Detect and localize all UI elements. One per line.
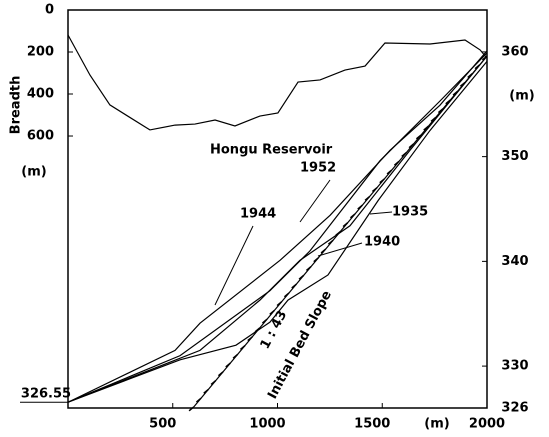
series-line <box>67 50 488 403</box>
annotation: Initial Bed Slope <box>265 288 335 402</box>
hatch <box>364 195 371 201</box>
hatch <box>445 99 451 105</box>
hatch <box>313 257 319 263</box>
hatch <box>408 143 415 149</box>
y-tick-label: 400 <box>27 87 54 102</box>
annotation: 1 : 43 <box>258 308 291 352</box>
y2-axis-unit: (m) <box>509 89 534 104</box>
y2-tick-label: 340 <box>501 254 528 269</box>
hatch <box>217 371 224 377</box>
hatch <box>357 204 363 210</box>
hatch <box>320 248 327 254</box>
annotation: 1944 <box>240 207 276 222</box>
hatch <box>474 64 481 70</box>
hatch <box>298 274 305 280</box>
series-line <box>67 52 488 403</box>
hatch <box>467 73 473 79</box>
hatch <box>430 116 437 122</box>
hatch <box>195 397 202 403</box>
start-elevation-label: 326.55 <box>21 387 71 402</box>
y2-tick-label: 350 <box>501 149 528 164</box>
x-tick-label: 1500 <box>354 417 390 432</box>
hatch <box>254 327 261 333</box>
y2-tick-label: 360 <box>501 44 528 59</box>
hatch <box>261 318 268 324</box>
annotation: 1940 <box>364 235 400 250</box>
hatch <box>386 169 393 175</box>
hatch <box>327 239 334 245</box>
hatch <box>232 353 239 359</box>
annotation: 1935 <box>392 205 428 220</box>
leader-lines <box>214 179 393 306</box>
hatch <box>452 90 459 96</box>
y2-tick-label: 330 <box>501 359 528 374</box>
leader <box>317 242 363 257</box>
hatch <box>203 388 209 394</box>
hatch <box>459 81 466 87</box>
hatch <box>269 309 275 315</box>
leader <box>369 211 393 215</box>
hatch <box>247 336 253 342</box>
hatch <box>401 151 407 157</box>
leader <box>214 225 254 306</box>
hatch <box>276 301 283 307</box>
hatch <box>283 292 290 298</box>
hatch <box>210 380 217 386</box>
leader <box>299 179 331 223</box>
y-axis-unit: (m) <box>21 165 46 180</box>
hatch <box>371 187 378 193</box>
x-axis-unit: (m) <box>424 417 449 432</box>
hatch <box>305 266 312 272</box>
y-tick-label: 600 <box>27 129 54 144</box>
y-tick-label: 0 <box>45 3 54 18</box>
annotation: 1952 <box>300 161 336 176</box>
y2-tick-label: 326 <box>501 401 528 416</box>
hatch <box>342 222 349 228</box>
hatch <box>379 178 385 184</box>
series-line <box>67 34 488 131</box>
hatch <box>239 344 246 350</box>
x-tick-label: 1000 <box>249 417 285 432</box>
series-line <box>67 55 488 403</box>
hatch <box>349 213 356 219</box>
hatch <box>225 362 231 368</box>
hatch <box>188 406 195 412</box>
hatch <box>437 108 444 114</box>
series-line <box>67 60 488 403</box>
x-tick-label: 2000 <box>469 417 505 432</box>
hatch <box>415 134 422 140</box>
hatch <box>481 55 488 61</box>
annotation: Hongu Reservoir <box>210 143 333 158</box>
hatch <box>393 160 400 166</box>
x-tick-label: 500 <box>149 417 176 432</box>
y-tick-label: 200 <box>27 45 54 60</box>
hatch <box>335 230 341 236</box>
hatch <box>291 283 297 289</box>
hatch <box>423 125 429 131</box>
y-axis-label: Breadth <box>9 76 24 135</box>
